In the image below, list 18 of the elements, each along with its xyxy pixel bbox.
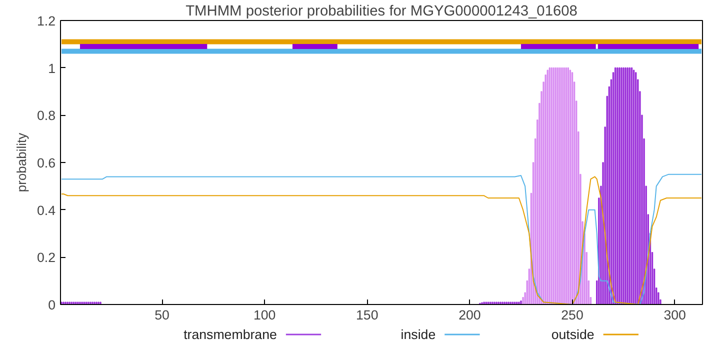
x-tick-label: 50 <box>154 308 170 322</box>
x-tick-label: 150 <box>356 308 378 322</box>
chart-title: TMHMM posterior probabilities for MGYG000001243_01608 <box>186 4 578 20</box>
y-tick-label: 1.2 <box>36 14 56 28</box>
x-tick-label: 250 <box>561 308 584 322</box>
y-tick-label: 0.6 <box>36 156 56 170</box>
y-tick-label: 0.2 <box>36 250 56 266</box>
x-tick-label: 100 <box>253 308 276 322</box>
y-tick-label: 1 <box>48 60 56 76</box>
x-tick-label: 200 <box>458 308 481 322</box>
y-tick-label: 0 <box>48 298 56 312</box>
legend-label: inside <box>400 327 436 342</box>
x-tick-label: 300 <box>664 308 686 322</box>
legend-label: outside <box>551 327 594 342</box>
y-tick-label: 0.4 <box>36 202 56 218</box>
y-tick-label: 0.8 <box>36 108 56 124</box>
y-axis-title: probability <box>14 132 29 192</box>
legend-label: transmembrane <box>184 327 277 342</box>
